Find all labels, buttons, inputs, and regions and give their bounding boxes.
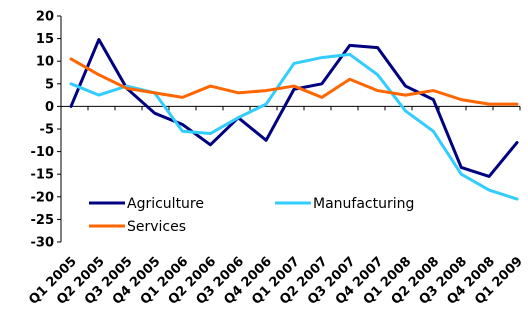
y-tick-label: -15: [31, 168, 55, 183]
y-tick-label: 10: [36, 55, 54, 70]
y-tick-label: -20: [31, 190, 55, 205]
y-tick-label: -25: [31, 213, 55, 228]
series-line-services: [69, 57, 519, 106]
legend-label-agriculture: Agriculture: [127, 196, 204, 212]
legend-label-services: Services: [127, 219, 186, 235]
y-tick-label: 0: [45, 100, 54, 115]
y-tick-label: -5: [40, 123, 54, 138]
y-tick-label: 15: [36, 32, 54, 47]
legend: Agriculture Manufacturing Services: [89, 196, 414, 235]
y-axis: 20 15 10 5 0 -5 -10 -15 -20 -25 -30: [31, 10, 62, 251]
y-tick-label: 20: [36, 10, 54, 25]
y-tick-label: -10: [31, 145, 55, 160]
series-line-agriculture: [69, 38, 519, 178]
y-tick-label: -30: [31, 236, 55, 251]
series-line-manufacturing: [69, 52, 519, 201]
legend-label-manufacturing: Manufacturing: [313, 196, 414, 212]
y-tick-label: 5: [45, 77, 54, 92]
series-layer: [69, 38, 519, 201]
